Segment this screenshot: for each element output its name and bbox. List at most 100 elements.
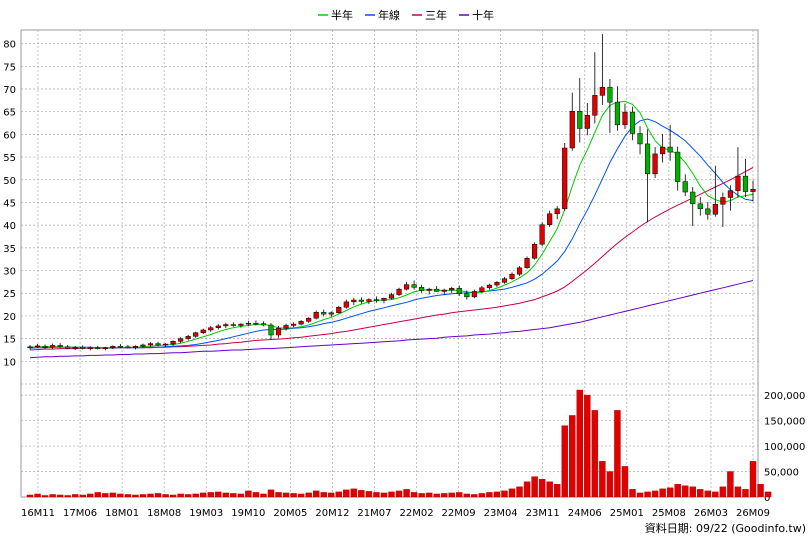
volume-bar — [373, 492, 380, 498]
volume-bar — [433, 493, 440, 498]
date-tick-label: 25M01 — [610, 508, 644, 519]
candle — [275, 325, 282, 338]
candle-body — [34, 345, 41, 348]
candle — [607, 79, 613, 134]
volume-bar — [410, 492, 418, 498]
candle — [298, 320, 304, 326]
candle — [306, 317, 312, 323]
candle-body — [720, 197, 726, 205]
candle-body — [742, 175, 749, 192]
candle-body — [223, 324, 229, 327]
candle — [57, 343, 63, 348]
volume-bar — [712, 491, 719, 498]
legend-label: 年線 — [378, 8, 400, 22]
candle — [178, 337, 184, 344]
candle — [426, 287, 432, 295]
volume-bar — [659, 488, 666, 498]
volume-bar — [493, 491, 501, 498]
candle-body — [697, 203, 703, 210]
candle-body — [178, 338, 184, 342]
candle — [50, 343, 56, 350]
volume-bar — [486, 492, 493, 498]
candle-body — [599, 86, 605, 96]
candle-body — [102, 347, 108, 349]
candle-body — [147, 343, 154, 346]
candle — [742, 158, 749, 198]
volume-bar — [380, 492, 388, 498]
price-tick-label: 45 — [3, 198, 16, 209]
volume-bar — [697, 489, 704, 498]
candle — [577, 78, 583, 143]
volume-bar — [719, 486, 727, 498]
candle-body — [554, 208, 560, 215]
candle-body — [306, 317, 312, 322]
candle — [313, 310, 319, 320]
volume-bar — [192, 493, 199, 498]
volume-bar — [682, 485, 689, 498]
volume-bar — [290, 493, 297, 498]
candle — [667, 124, 673, 161]
candle — [434, 285, 440, 292]
candle-body — [622, 111, 628, 126]
candle — [27, 344, 33, 350]
candle-body — [65, 346, 71, 349]
candle — [660, 133, 666, 163]
candle-body — [516, 267, 523, 275]
candle — [358, 297, 364, 304]
candle — [95, 345, 101, 350]
date-axis-ticks: 16M11 17M06 18M01 18M08 19M03 19M10 20M05 20M12… — [21, 508, 770, 519]
volume-bar — [34, 493, 41, 498]
candle-body — [501, 278, 508, 283]
price-candles — [27, 34, 756, 351]
price-axis-ticks: 10 15 20 25 30 35 40 45 50 55 60 65 70 75 80 — [3, 40, 16, 369]
candle-body — [419, 287, 425, 291]
candle — [516, 266, 523, 276]
candle — [562, 143, 568, 211]
volume-bar — [621, 466, 629, 498]
legend-label: 十年 — [472, 8, 494, 22]
candle-body — [260, 323, 267, 326]
candle-body — [80, 346, 86, 349]
candle — [193, 331, 199, 338]
candle — [554, 206, 560, 220]
volume-bar — [764, 491, 772, 498]
candle — [140, 343, 146, 348]
candle — [260, 321, 267, 327]
candle-body — [434, 288, 440, 292]
candle — [637, 126, 643, 155]
volume-bar — [501, 490, 508, 498]
volume-bar — [230, 493, 237, 498]
candle — [162, 343, 169, 348]
plot-area — [20, 29, 759, 498]
candle-body — [464, 293, 470, 298]
date-tick-label: 17M06 — [63, 508, 97, 519]
volume-bar — [132, 494, 139, 498]
volume-bar — [456, 492, 463, 498]
candle-body — [321, 312, 327, 315]
price-tick-label: 40 — [3, 221, 16, 232]
candle-body — [50, 345, 56, 348]
volume-bar — [425, 492, 433, 498]
volume-bar — [644, 491, 651, 498]
volume-bar — [727, 471, 734, 498]
candle — [396, 287, 402, 296]
candle-body — [132, 346, 139, 348]
legend-label: 半年 — [331, 8, 353, 22]
date-tick-label: 20M12 — [315, 508, 349, 519]
candle — [230, 322, 236, 327]
price-tick-label: 60 — [3, 130, 16, 141]
date-tick-label: 25M08 — [652, 508, 686, 519]
volume-bar — [395, 490, 403, 498]
candle-body — [675, 151, 681, 182]
candle-body — [351, 299, 357, 303]
candle-body — [366, 299, 372, 302]
candle-body — [652, 153, 658, 175]
volume-bar — [757, 484, 764, 498]
volume-bar — [169, 494, 177, 498]
volume-bar — [64, 495, 71, 498]
volume-bar — [328, 492, 335, 498]
candle-body — [185, 336, 191, 339]
candle — [87, 346, 93, 351]
volume-tick-label: 100,000 — [764, 442, 805, 453]
